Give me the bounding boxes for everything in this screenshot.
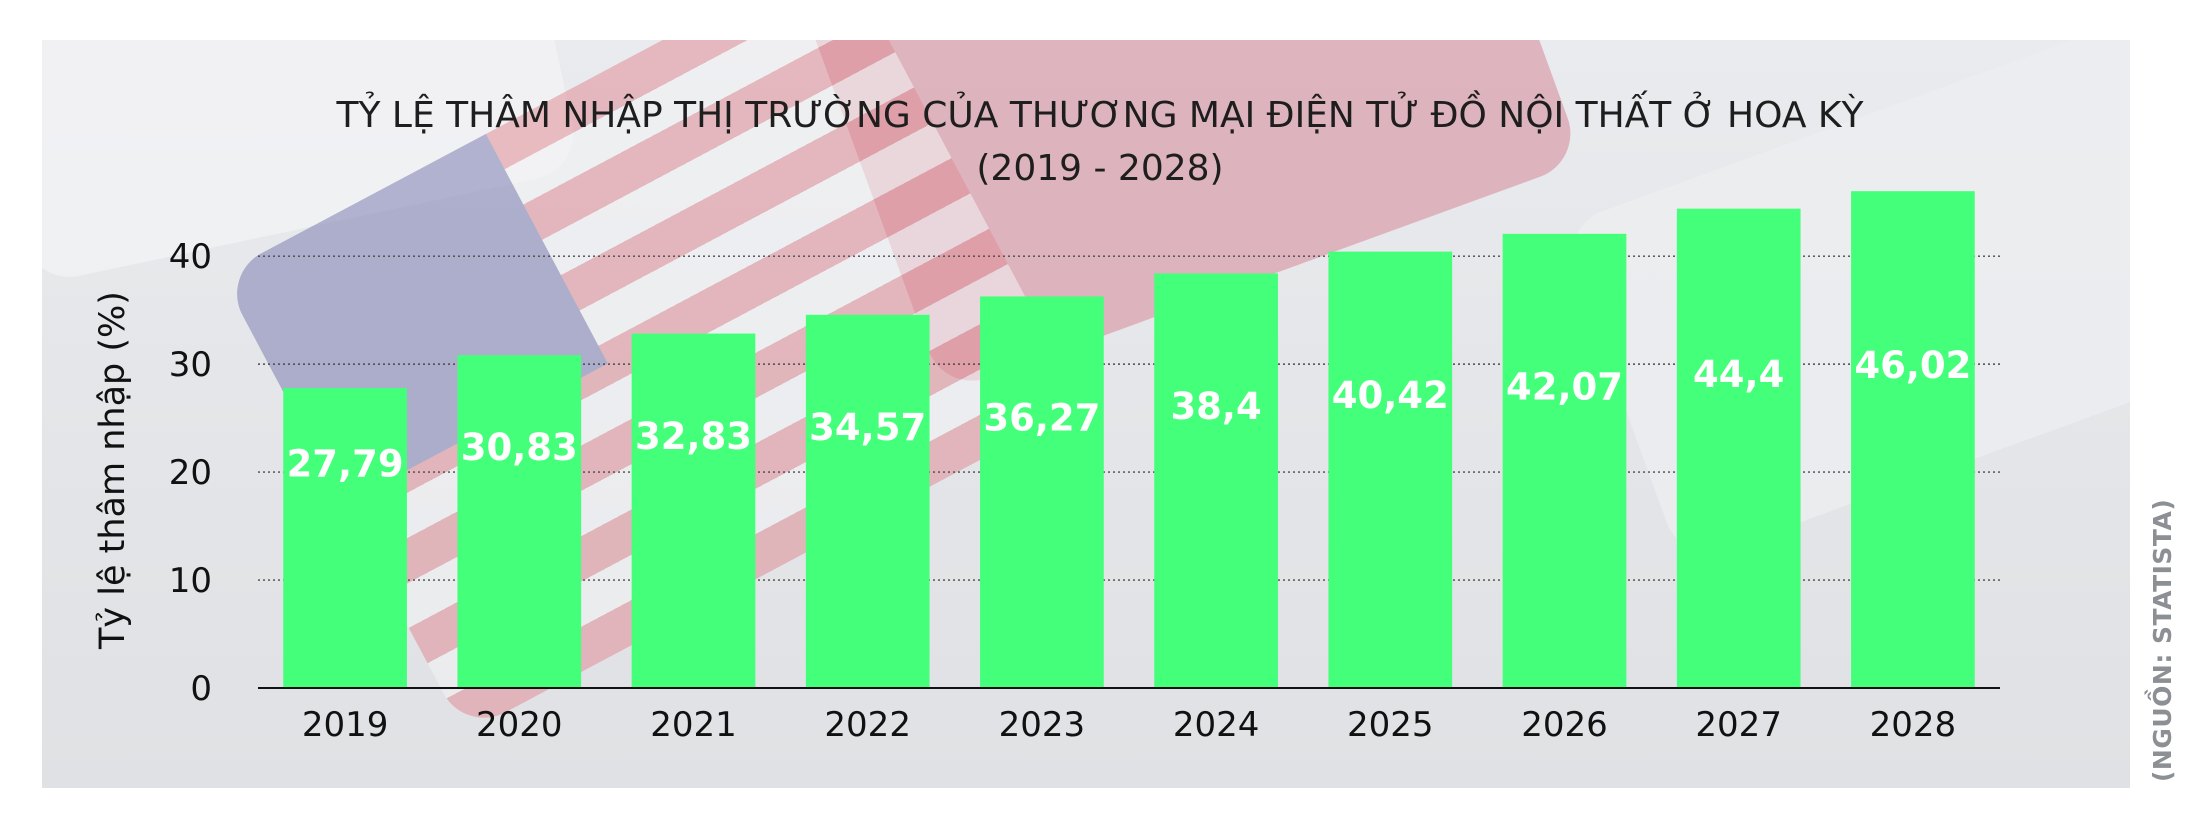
bar-2028 [1851,191,1975,688]
x-tick-label-2026: 2026 [1521,705,1608,745]
y-tick-label: 30 [169,345,212,385]
data-label-2024: 38,4 [1170,385,1261,428]
y-tick-label: 0 [190,669,212,709]
x-tick-label-2019: 2019 [302,705,389,745]
bar-2019 [283,387,407,688]
bars: 27,79 30,83 32,83 34,57 36,27 38,4 40,42 42,07 4… [283,191,1975,689]
y-tick-label: 20 [169,453,212,493]
chart-panel: TỶ LỆ THÂM NHẬP THỊ TRƯỜNG CỦA THƯƠNG MẠ… [42,40,2130,788]
x-tick-label-2020: 2020 [476,705,563,745]
y-axis-ticks: 0 10 20 30 40 [169,237,212,709]
bar-2020 [457,355,582,688]
data-label-2027: 44,4 [1693,353,1784,396]
y-axis-label: Tỷ lệ thâm nhập (%) [93,291,133,650]
x-axis-ticks: 2019 2020 2021 2022 2023 2024 2025 2026 2027 2028 [302,705,1956,745]
chart-subtitle: (2019 - 2028) [976,148,1223,189]
data-label-2021: 32,83 [635,415,752,458]
chart-title: TỶ LỆ THÂM NHẬP THỊ TRƯỜNG CỦA THƯƠNG MẠ… [335,90,1864,136]
bar-2021 [631,333,756,688]
bar-2022 [805,314,930,688]
data-label-2022: 34,57 [809,406,926,449]
y-tick-label: 40 [169,237,212,277]
data-label-2026: 42,07 [1506,365,1623,408]
x-tick-label-2027: 2027 [1695,705,1782,745]
x-tick-label-2025: 2025 [1347,705,1434,745]
bar-2024 [1154,273,1278,688]
bar-2026 [1502,233,1627,688]
data-label-2023: 36,27 [983,397,1100,440]
x-tick-label-2028: 2028 [1870,705,1957,745]
y-tick-label: 10 [169,561,212,601]
x-tick-label-2023: 2023 [999,705,1086,745]
data-label-2028: 46,02 [1854,344,1971,387]
data-label-2025: 40,42 [1332,374,1449,417]
source-label: (NGUỒN: STATISTA) [2148,498,2177,782]
x-tick-label-2021: 2021 [650,705,737,745]
bar-2025 [1328,251,1453,688]
data-label-2019: 27,79 [287,442,404,485]
x-tick-label-2024: 2024 [1173,705,1260,745]
bar-chart: TỶ LỆ THÂM NHẬP THỊ TRƯỜNG CỦA THƯƠNG MẠ… [93,90,2000,745]
bar-2027 [1676,208,1801,689]
x-tick-label-2022: 2022 [824,705,911,745]
bar-2023 [980,296,1104,688]
data-label-2020: 30,83 [461,426,578,469]
